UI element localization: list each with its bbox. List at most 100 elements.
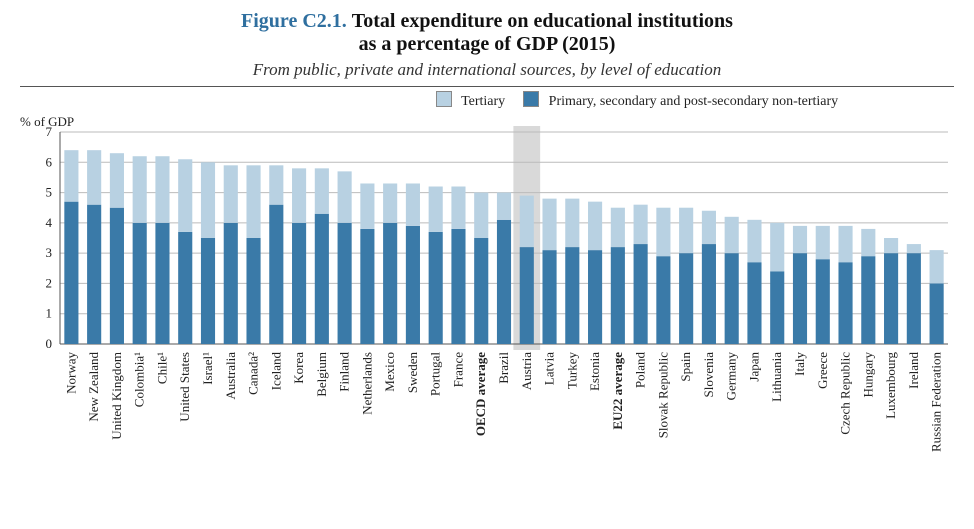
bar-tertiary bbox=[406, 183, 420, 225]
chart-svg: 01234567NorwayNew ZealandUnited KingdomC… bbox=[20, 114, 954, 494]
x-axis-label: Slovenia bbox=[701, 352, 716, 398]
bar-tertiary bbox=[679, 208, 693, 253]
x-axis-label: Germany bbox=[724, 352, 739, 401]
bar-tertiary bbox=[725, 217, 739, 253]
bar-primary bbox=[679, 253, 693, 344]
bar-tertiary bbox=[770, 223, 784, 271]
x-axis-label: Luxembourg bbox=[883, 352, 898, 419]
x-axis-label: United States bbox=[177, 352, 192, 422]
legend-swatch-primary bbox=[523, 91, 539, 107]
bar-tertiary bbox=[884, 238, 898, 253]
bar-primary bbox=[793, 253, 807, 344]
x-axis-label: Norway bbox=[63, 352, 78, 394]
bar-primary bbox=[702, 244, 716, 344]
bar-tertiary bbox=[269, 165, 283, 204]
bar-primary bbox=[884, 253, 898, 344]
bar-primary bbox=[269, 205, 283, 344]
bar-primary bbox=[178, 232, 192, 344]
bar-primary bbox=[497, 220, 511, 344]
bar-tertiary bbox=[360, 183, 374, 228]
bar-primary bbox=[451, 229, 465, 344]
bar-tertiary bbox=[634, 205, 648, 244]
bar-tertiary bbox=[588, 202, 602, 250]
x-axis-label: Czech Republic bbox=[838, 352, 853, 435]
x-axis-label: Australia bbox=[223, 352, 238, 400]
bar-primary bbox=[588, 250, 602, 344]
bar-primary bbox=[87, 205, 101, 344]
bar-primary bbox=[315, 214, 329, 344]
x-axis-label: Austria bbox=[519, 352, 534, 391]
x-axis-label: Portugal bbox=[428, 352, 443, 396]
figure-subtitle: From public, private and international s… bbox=[20, 60, 954, 80]
bar-tertiary bbox=[201, 162, 215, 238]
chart: % of GDP 01234567NorwayNew ZealandUnited… bbox=[20, 114, 954, 494]
bar-primary bbox=[133, 223, 147, 344]
bar-primary bbox=[110, 208, 124, 344]
x-axis-label: Canada² bbox=[246, 352, 261, 395]
bar-primary bbox=[520, 247, 534, 344]
bar-tertiary bbox=[315, 168, 329, 213]
x-axis-label: Italy bbox=[792, 352, 807, 376]
bar-primary bbox=[542, 250, 556, 344]
bar-tertiary bbox=[497, 193, 511, 220]
bar-primary bbox=[770, 271, 784, 344]
bar-tertiary bbox=[793, 226, 807, 253]
x-axis-label: Brazil bbox=[496, 352, 511, 384]
figure-number: Figure C2.1. bbox=[241, 10, 347, 32]
bar-tertiary bbox=[520, 196, 534, 247]
bar-tertiary bbox=[246, 165, 260, 238]
bar-primary bbox=[656, 256, 670, 344]
bar-primary bbox=[861, 256, 875, 344]
bar-primary bbox=[406, 226, 420, 344]
x-axis-label: Spain bbox=[678, 352, 693, 382]
bar-primary bbox=[838, 262, 852, 344]
bar-tertiary bbox=[702, 211, 716, 244]
bar-primary bbox=[224, 223, 238, 344]
bar-tertiary bbox=[451, 187, 465, 229]
bar-tertiary bbox=[611, 208, 625, 247]
bar-tertiary bbox=[383, 183, 397, 222]
figure-title-line1: Total expenditure on educational institu… bbox=[352, 10, 733, 32]
x-axis-label: Korea bbox=[291, 352, 306, 384]
x-axis-label: Russian Federation bbox=[929, 352, 944, 453]
bar-tertiary bbox=[861, 229, 875, 256]
x-axis-label: Israel¹ bbox=[200, 352, 215, 385]
bar-primary bbox=[338, 223, 352, 344]
x-axis-label: Poland bbox=[633, 352, 648, 389]
x-axis-label: Iceland bbox=[268, 352, 283, 391]
x-axis-label: France bbox=[450, 352, 465, 388]
bar-primary bbox=[383, 223, 397, 344]
bar-tertiary bbox=[87, 150, 101, 205]
x-axis-label: Colombia¹ bbox=[132, 352, 147, 407]
legend: Tertiary Primary, secondary and post-sec… bbox=[320, 91, 954, 110]
bar-primary bbox=[816, 259, 830, 344]
bar-primary bbox=[360, 229, 374, 344]
bar-primary bbox=[429, 232, 443, 344]
x-axis-label: Latvia bbox=[542, 352, 557, 385]
x-axis-label: EU22 average bbox=[610, 352, 625, 430]
x-axis-label: Sweden bbox=[405, 352, 420, 394]
bar-primary bbox=[201, 238, 215, 344]
bar-tertiary bbox=[930, 250, 944, 283]
bar-tertiary bbox=[838, 226, 852, 262]
bar-tertiary bbox=[429, 187, 443, 232]
bar-primary bbox=[474, 238, 488, 344]
figure-title: Figure C2.1. Total expenditure on educat… bbox=[20, 10, 954, 56]
bar-primary bbox=[64, 202, 78, 344]
legend-item-tertiary: Tertiary bbox=[436, 91, 505, 110]
svg-text:0: 0 bbox=[46, 336, 53, 351]
y-axis-label: % of GDP bbox=[20, 114, 74, 130]
svg-text:4: 4 bbox=[46, 215, 53, 230]
x-axis-label: Netherlands bbox=[359, 352, 374, 415]
x-axis-label: Hungary bbox=[860, 352, 875, 398]
x-axis-label: Japan bbox=[746, 352, 761, 382]
bar-primary bbox=[747, 262, 761, 344]
bar-tertiary bbox=[292, 168, 306, 223]
x-axis-label: Chile¹ bbox=[154, 352, 169, 384]
bar-tertiary bbox=[133, 156, 147, 223]
bar-tertiary bbox=[747, 220, 761, 262]
bar-tertiary bbox=[907, 244, 921, 253]
svg-text:3: 3 bbox=[46, 245, 53, 260]
x-axis-label: Greece bbox=[815, 352, 830, 389]
bar-primary bbox=[634, 244, 648, 344]
